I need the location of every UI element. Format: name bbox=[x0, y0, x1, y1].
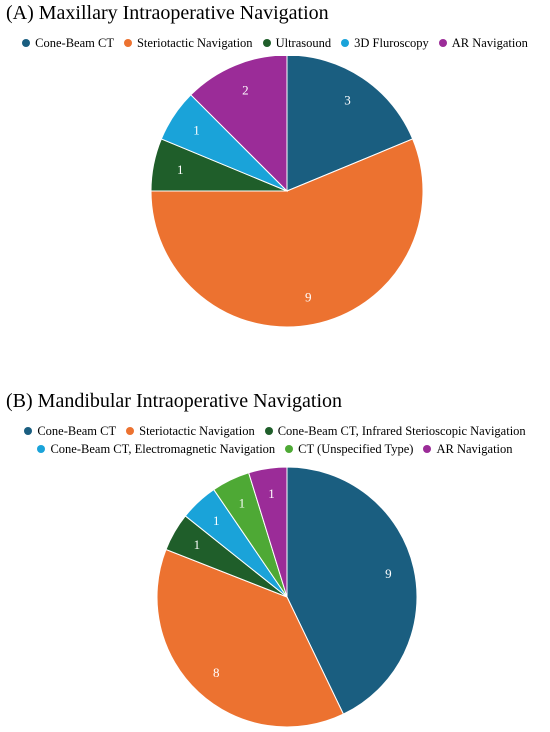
legend-item: Steriotactic Navigation bbox=[123, 34, 253, 52]
legend-swatch bbox=[37, 445, 46, 453]
slice-value-label: 1 bbox=[213, 513, 220, 528]
pie-slice bbox=[286, 466, 418, 715]
chart-title: (A) Maxillary Intraoperative Navigation bbox=[6, 2, 329, 24]
slice-value-label: 2 bbox=[242, 82, 249, 97]
legend-item: CT (Unspecified Type) bbox=[285, 440, 413, 458]
legend-label: Cone-Beam CT bbox=[35, 36, 114, 50]
legend-row: Cone-Beam CT Steriotactic Navigation Cone-… bbox=[0, 422, 550, 440]
legend-item: Cone-Beam CT, Electromagnetic Navigation bbox=[37, 440, 275, 458]
chart-maxillary: (A) Maxillary Intraoperative Navigation … bbox=[0, 0, 550, 360]
legend-item: Cone-Beam CT, Infrared Sterioscopic Navi… bbox=[264, 422, 526, 440]
legend-label: CT (Unspecified Type) bbox=[298, 442, 414, 456]
legend-swatch bbox=[341, 39, 350, 47]
legend-item: Cone-Beam CT bbox=[22, 34, 114, 52]
legend-swatch bbox=[126, 427, 135, 435]
legend-item: AR Navigation bbox=[423, 440, 513, 458]
slice-value-label: 1 bbox=[177, 162, 184, 177]
slice-value-label: 3 bbox=[344, 93, 351, 108]
legend-label: Cone-Beam CT, Electromagnetic Navigation bbox=[50, 442, 276, 456]
pie-chart: 3 9 1 1 2 bbox=[150, 56, 424, 328]
slice-value-label: 1 bbox=[194, 537, 201, 552]
legend-row: Cone-Beam CT Steriotactic Navigation Ultra… bbox=[0, 34, 550, 52]
pie-slice bbox=[156, 548, 345, 728]
pie-slice bbox=[286, 56, 414, 192]
legend-row: Cone-Beam CT, Electromagnetic Navigation… bbox=[0, 440, 550, 458]
legend-label: Cone-Beam CT, Infrared Sterioscopic Navi… bbox=[277, 424, 526, 438]
legend-label: AR Navigation bbox=[436, 442, 513, 456]
slice-value-label: 1 bbox=[239, 495, 246, 510]
legend-item: AR Navigation bbox=[438, 34, 528, 52]
slice-value-label: 9 bbox=[385, 566, 392, 581]
legend-label: Ultrasound bbox=[275, 36, 332, 50]
slice-value-label: 1 bbox=[193, 123, 200, 138]
pie-slice bbox=[190, 56, 288, 193]
legend-swatch bbox=[24, 427, 33, 435]
chart-legend: Cone-Beam CT Steriotactic Navigation Ultra… bbox=[0, 34, 550, 52]
slice-value-label: 1 bbox=[268, 486, 275, 501]
legend-item: Cone-Beam CT bbox=[24, 422, 116, 440]
legend-swatch bbox=[285, 445, 294, 453]
slice-value-label: 9 bbox=[305, 290, 312, 305]
legend-swatch bbox=[438, 39, 447, 47]
legend-swatch bbox=[264, 427, 273, 435]
legend-label: Cone-Beam CT bbox=[37, 424, 117, 438]
legend-swatch bbox=[22, 39, 31, 47]
legend-label: 3D Fluroscopy bbox=[354, 36, 429, 50]
legend-label: Steriotactic Navigation bbox=[139, 424, 255, 438]
legend-item: Ultrasound bbox=[262, 34, 332, 52]
pie-slice bbox=[248, 466, 288, 598]
pie-slice bbox=[150, 138, 424, 328]
legend-item: 3D Fluroscopy bbox=[341, 34, 429, 52]
chart-title: (B) Mandibular Intraoperative Navigation bbox=[6, 390, 342, 412]
legend-swatch bbox=[423, 445, 432, 453]
slice-value-label: 8 bbox=[213, 665, 220, 680]
legend-swatch bbox=[262, 39, 271, 47]
chart-mandibular: (B) Mandibular Intraoperative Navigation… bbox=[0, 388, 550, 732]
legend-item: Steriotactic Navigation bbox=[126, 422, 255, 440]
legend-label: AR Navigation bbox=[451, 36, 528, 50]
legend-label: Steriotactic Navigation bbox=[136, 36, 253, 50]
chart-legend: Cone-Beam CT Steriotactic Navigation Cone-… bbox=[0, 422, 550, 458]
legend-swatch bbox=[123, 39, 132, 47]
